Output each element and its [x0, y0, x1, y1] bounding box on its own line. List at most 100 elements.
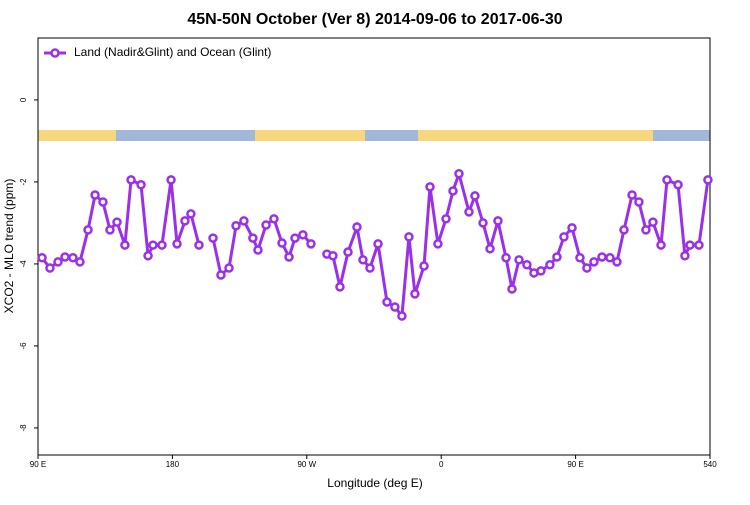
- data-point: [290, 233, 300, 243]
- data-point: [335, 282, 345, 292]
- data-point: [419, 261, 429, 271]
- data-point: [703, 175, 713, 185]
- data-point: [343, 247, 353, 257]
- data-point: [464, 207, 474, 217]
- data-point: [298, 230, 308, 240]
- data-point: [166, 175, 176, 185]
- data-point: [582, 263, 592, 273]
- data-point: [261, 220, 271, 230]
- data-point: [98, 197, 108, 207]
- y-axis-label: XCO2 - MLO trend (ppm): [2, 179, 16, 314]
- y-tick-label: -6: [19, 342, 28, 350]
- plot-frame: [37, 37, 711, 456]
- data-point: [186, 209, 196, 219]
- data-point: [605, 253, 615, 263]
- data-point: [328, 250, 338, 261]
- map-strip: [38, 130, 710, 141]
- legend-marker: [50, 48, 60, 58]
- x-tick-label: 90 E: [30, 460, 46, 469]
- data-point: [253, 245, 263, 255]
- data-point: [390, 302, 400, 312]
- data-point: [522, 259, 532, 270]
- data-point: [126, 175, 136, 185]
- data-point: [143, 250, 153, 261]
- data-point: [180, 216, 190, 226]
- data-point: [634, 197, 644, 207]
- land: [418, 130, 653, 141]
- data-point: [148, 240, 158, 250]
- data-point: [648, 217, 658, 227]
- data-point: [589, 257, 599, 267]
- chart-title: 45N-50N October (Ver 8) 2014-09-06 to 20…: [187, 11, 562, 28]
- data-point: [194, 240, 204, 250]
- data-point: [612, 257, 622, 267]
- data-point: [545, 259, 555, 270]
- data-point: [619, 225, 629, 235]
- data-point: [536, 266, 546, 276]
- data-point: [404, 232, 414, 242]
- data-point: [514, 255, 524, 265]
- data-point: [552, 252, 562, 262]
- data-point: [112, 217, 122, 227]
- data-point: [157, 240, 167, 250]
- data-point: [673, 180, 683, 190]
- x-tick-label: 540: [703, 460, 717, 469]
- data-point: [231, 221, 241, 231]
- data-point: [425, 182, 435, 192]
- data-point: [373, 239, 383, 249]
- y-tick-label: -8: [19, 424, 28, 432]
- data-point: [685, 240, 695, 250]
- data-point: [641, 225, 651, 235]
- data-point: [45, 263, 55, 273]
- data-point: [358, 255, 368, 265]
- data-point: [441, 214, 451, 224]
- data-point: [248, 233, 258, 243]
- legend-label: Land (Nadir&Glint) and Ocean (Glint): [74, 45, 271, 59]
- data-point: [382, 297, 392, 307]
- data-point: [172, 239, 182, 249]
- data-point: [448, 186, 458, 196]
- data-point: [53, 257, 63, 267]
- data-point: [559, 232, 569, 242]
- data-point: [567, 223, 577, 233]
- data-point: [478, 218, 488, 228]
- data-point: [277, 238, 287, 248]
- data-point: [507, 284, 517, 294]
- data-point: [90, 190, 100, 200]
- y-tick-label: -4: [19, 260, 28, 268]
- x-tick-label: 0: [439, 460, 444, 469]
- data-point: [694, 240, 704, 250]
- data-point: [397, 311, 407, 321]
- x-tick-label: 90 W: [297, 460, 316, 469]
- data-point: [284, 252, 294, 262]
- data-point: [136, 180, 146, 190]
- data-point: [105, 225, 115, 235]
- data-point: [365, 263, 375, 273]
- land: [38, 130, 116, 141]
- x-tick-label: 90 E: [567, 460, 583, 469]
- data-point: [224, 263, 234, 273]
- data-point: [75, 257, 85, 267]
- data-point: [501, 253, 511, 263]
- data-point: [597, 252, 607, 262]
- data-point: [575, 253, 585, 263]
- data-point: [60, 252, 70, 262]
- land: [255, 130, 365, 141]
- y-tick-label: -2: [19, 178, 28, 186]
- data-point: [485, 244, 495, 254]
- data-point: [680, 250, 690, 261]
- data-point: [656, 240, 666, 250]
- data-point: [306, 239, 316, 249]
- ocean: [38, 130, 710, 141]
- data-point: [470, 191, 480, 201]
- y-tick-label: 0: [19, 97, 28, 102]
- data-point: [410, 289, 420, 299]
- data-point: [83, 225, 93, 235]
- data-point: [662, 175, 672, 185]
- data-point: [352, 222, 362, 232]
- data-point: [37, 253, 47, 263]
- data-point: [627, 190, 637, 200]
- data-point: [68, 253, 78, 263]
- data-point: [216, 270, 226, 280]
